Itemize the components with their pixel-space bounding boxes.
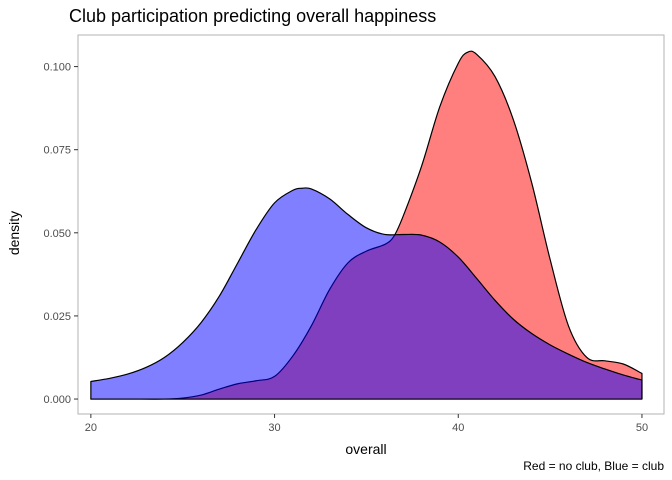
- chart-title: Club participation predicting overall ha…: [69, 6, 436, 26]
- x-tick-label: 20: [85, 422, 97, 434]
- x-tick-label: 30: [268, 422, 280, 434]
- plot-area: [90, 50, 643, 400]
- density-area-series-2: [90, 187, 643, 400]
- y-tick-label: 0.050: [43, 228, 71, 240]
- y-tick-label: 0.025: [43, 311, 71, 323]
- panel-border: [77, 34, 665, 415]
- x-tick-label: 50: [636, 422, 648, 434]
- caption: Red = no club, Blue = club: [523, 459, 664, 473]
- y-tick-label: 0.100: [43, 62, 71, 74]
- x-tick-label: 40: [452, 422, 464, 434]
- axes: 20 30 40 50 0.000 0.025 0.050 0.075 0.100: [43, 62, 648, 434]
- y-tick-label: 0.000: [43, 394, 71, 406]
- x-axis-title: overall: [345, 441, 386, 457]
- y-tick-label: 0.075: [43, 145, 71, 157]
- y-axis-title: density: [6, 211, 22, 255]
